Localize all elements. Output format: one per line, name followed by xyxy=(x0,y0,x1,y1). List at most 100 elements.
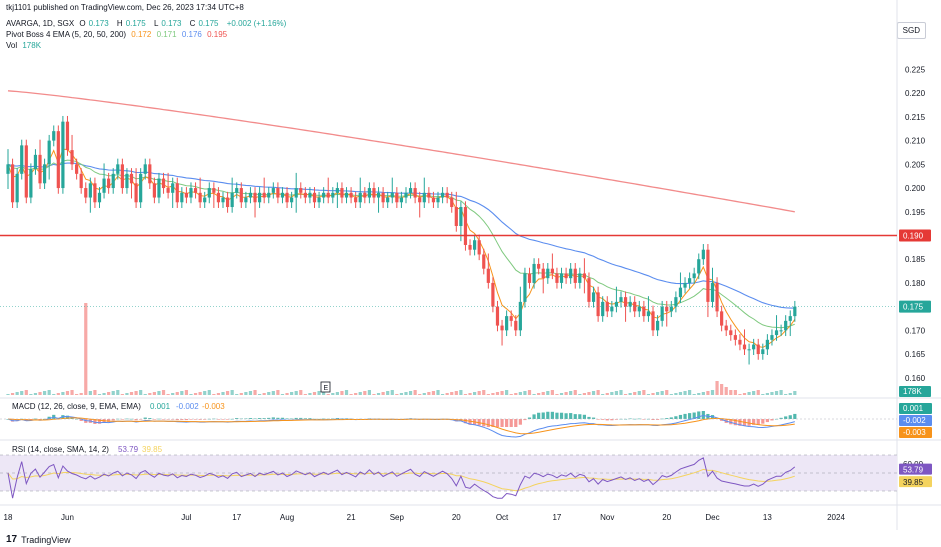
candle-body xyxy=(418,197,422,203)
volume-bar xyxy=(559,393,564,395)
macd-histogram-bar xyxy=(20,418,24,420)
volume-bar xyxy=(683,391,687,395)
volume-bar xyxy=(253,390,257,395)
candle-body xyxy=(591,292,596,302)
x-tick-label: 17 xyxy=(552,513,561,522)
candle-body xyxy=(724,325,728,331)
volume-bar xyxy=(591,391,596,395)
volume-bar xyxy=(555,394,559,395)
macd-histogram-bar xyxy=(335,418,339,419)
macd-histogram-bar xyxy=(532,414,536,419)
macd-histogram-bar xyxy=(10,419,15,422)
macd-histogram-bar xyxy=(793,413,797,419)
candle-body xyxy=(765,339,769,350)
volume-bar xyxy=(454,391,458,395)
macd-histogram-bar xyxy=(157,418,161,420)
macd-histogram-bar xyxy=(299,417,303,419)
macd-histogram-bar xyxy=(308,418,312,419)
macd-histogram-bar xyxy=(514,419,518,427)
macd-histogram-bar xyxy=(678,414,683,419)
candle-body xyxy=(614,301,619,307)
candle-body xyxy=(248,192,253,198)
macd-histogram-bar xyxy=(285,418,289,420)
volume-bar xyxy=(230,390,234,395)
volume-bar xyxy=(756,390,760,395)
macd-histogram-bar xyxy=(340,418,344,420)
volume-bar xyxy=(189,394,193,395)
macd-axis-tag xyxy=(899,427,932,438)
volume-bar xyxy=(395,394,399,395)
volume-bar xyxy=(344,390,349,395)
candle-body xyxy=(271,188,275,193)
macd-histogram-bar xyxy=(175,419,179,421)
macd-histogram-bar xyxy=(344,418,349,419)
candle-body xyxy=(75,164,79,174)
macd-histogram-bar xyxy=(354,419,358,420)
macd-histogram-bar xyxy=(97,419,102,424)
volume-bar xyxy=(203,391,207,395)
volume-bar xyxy=(477,391,481,395)
candle-body xyxy=(326,192,330,198)
volume-bar xyxy=(129,392,134,395)
volume-bar xyxy=(788,393,792,395)
volume-bar xyxy=(509,394,513,395)
macd-histogram-bar xyxy=(230,418,234,420)
volume-bar xyxy=(774,391,779,395)
macd-histogram-bar xyxy=(253,418,257,420)
macd-histogram-bar xyxy=(669,417,673,419)
macd-histogram-bar xyxy=(550,411,554,419)
macd-histogram-bar xyxy=(363,419,367,420)
candle-body xyxy=(678,287,683,298)
level-price-tag xyxy=(899,229,931,242)
volume-bar xyxy=(770,392,774,395)
volume-bar xyxy=(518,392,522,395)
macd-histogram-bar xyxy=(381,419,385,420)
candle-body xyxy=(537,263,541,269)
macd-histogram-bar xyxy=(258,418,262,419)
candle-body xyxy=(651,311,655,331)
candle-body xyxy=(431,197,436,203)
volume-bar xyxy=(784,394,788,395)
candle-body xyxy=(404,192,408,198)
macd-histogram-bar xyxy=(408,418,413,419)
macd-histogram-bar xyxy=(15,419,19,422)
volume-label[interactable]: Vol xyxy=(6,41,18,50)
macd-histogram-bar xyxy=(610,419,614,421)
candle-body xyxy=(143,164,147,174)
macd-histogram-bar xyxy=(688,413,692,419)
symbol-legend: AVARGA, 1D, SGX O 0.173 H 0.175 L 0.173 C 0.… xyxy=(6,19,289,28)
volume-bar xyxy=(404,392,408,395)
volume-bar xyxy=(335,392,339,395)
volume-bar xyxy=(601,394,605,395)
volume-bar xyxy=(47,390,51,395)
volume-bar xyxy=(724,387,728,395)
macd-histogram-bar xyxy=(349,418,353,420)
volume-bar xyxy=(148,393,152,395)
volume-bar xyxy=(161,390,166,395)
macd-axis-label: -0.002 xyxy=(903,416,926,425)
candle-body xyxy=(10,164,15,203)
candle-body xyxy=(440,192,445,198)
volume-bar xyxy=(294,391,298,395)
macd-histogram-bar xyxy=(294,417,298,419)
macd-histogram-bar xyxy=(166,419,170,420)
macd-histogram-bar xyxy=(235,418,239,419)
candle-body xyxy=(125,173,129,189)
macd-histogram-bar xyxy=(152,419,156,420)
macd-histogram-bar xyxy=(84,419,88,423)
candle-body xyxy=(550,268,554,274)
candle-body xyxy=(139,173,143,203)
currency-button[interactable]: SGD xyxy=(896,22,926,39)
x-tick-label: 2024 xyxy=(827,513,845,522)
ema-label[interactable]: Pivot Boss 4 EMA (5, 20, 50, 200) xyxy=(6,30,127,39)
volume-bar xyxy=(752,391,756,395)
macd-histogram-bar xyxy=(244,418,248,420)
volume-bar xyxy=(715,381,719,395)
symbol-name[interactable]: AVARGA, 1D, SGX xyxy=(6,19,75,28)
rsi-ma-line xyxy=(7,468,795,492)
macd-histogram-bar xyxy=(697,411,701,419)
macd-histogram-bar xyxy=(761,419,765,424)
candle-body xyxy=(729,330,733,336)
volume-bar xyxy=(29,394,33,395)
